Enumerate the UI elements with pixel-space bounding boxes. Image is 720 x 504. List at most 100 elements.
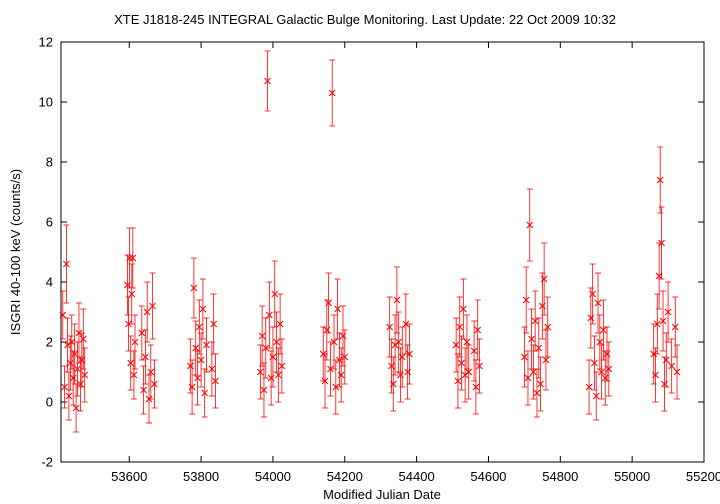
x-tick-label: 55000 <box>614 469 650 484</box>
data-point <box>72 404 80 412</box>
data-point <box>456 323 464 331</box>
data-point <box>276 320 284 328</box>
data-point <box>197 356 205 364</box>
x-tick-labels: 53600 53800 54000 54200 54400 54600 54800 55000… <box>111 469 720 484</box>
data-point <box>74 365 81 373</box>
data-point <box>129 254 137 262</box>
data-point <box>659 317 667 325</box>
y-tick-label: -2 <box>41 455 53 470</box>
data-point <box>601 374 609 382</box>
data-point <box>470 347 478 355</box>
data-point <box>336 356 343 364</box>
data-point <box>325 299 332 307</box>
data-point <box>258 332 266 340</box>
data-point <box>194 374 201 382</box>
data-point <box>190 284 198 292</box>
data-markers <box>59 77 681 412</box>
data-point <box>652 371 659 379</box>
data-point <box>69 374 77 382</box>
data-point <box>195 323 203 331</box>
data-point <box>140 386 147 394</box>
data-point <box>79 335 87 343</box>
y-tick-labels: -2 0 2 4 6 8 10 12 <box>39 35 53 470</box>
data-point <box>404 368 411 376</box>
x-tick-label: 54200 <box>327 469 363 484</box>
data-point <box>339 332 347 340</box>
data-point <box>474 326 482 334</box>
data-point <box>476 362 483 370</box>
data-point <box>257 368 264 376</box>
data-point <box>151 380 158 388</box>
data-point <box>323 326 331 334</box>
y-tick-label: 10 <box>39 95 53 110</box>
data-point <box>661 380 668 388</box>
data-point <box>267 374 275 382</box>
data-point <box>341 353 349 361</box>
x-tick-label: 54800 <box>542 469 578 484</box>
y-tick-label: 0 <box>46 395 53 410</box>
data-point <box>650 350 658 358</box>
data-point <box>337 371 345 379</box>
data-point <box>81 371 89 379</box>
data-point <box>594 299 602 307</box>
data-point <box>334 305 341 313</box>
x-tick-label: 54400 <box>399 469 435 484</box>
data-point <box>393 296 401 304</box>
data-point <box>192 344 200 352</box>
data-point <box>128 290 136 298</box>
data-point <box>544 323 552 331</box>
data-point <box>585 383 593 391</box>
data-point <box>63 260 70 268</box>
data-point <box>321 377 329 385</box>
data-point <box>596 338 604 346</box>
x-axis-label: Modified Julian Date <box>323 487 441 502</box>
data-point <box>522 296 530 304</box>
data-point <box>463 338 471 346</box>
data-point <box>459 305 467 313</box>
data-point <box>330 338 338 346</box>
data-point <box>526 221 534 229</box>
data-point <box>530 368 537 376</box>
data-point <box>262 344 270 352</box>
data-point <box>603 350 611 358</box>
data-point <box>201 389 209 397</box>
data-point <box>472 383 480 391</box>
data-point <box>126 254 133 262</box>
data-point <box>319 350 327 358</box>
data-point <box>199 305 207 313</box>
data-point <box>458 359 465 367</box>
data-point <box>395 338 403 346</box>
data-point <box>397 371 404 379</box>
data-point <box>188 383 196 391</box>
data-point <box>71 350 79 358</box>
y-axis-label: ISGRI 40-100 keV (counts/s) <box>8 169 23 335</box>
data-point <box>59 311 67 319</box>
y-tick-label: 6 <box>46 215 53 230</box>
data-point <box>124 281 131 289</box>
data-point <box>535 344 543 352</box>
data-point <box>406 350 413 358</box>
data-point <box>260 386 268 394</box>
data-point <box>658 239 665 247</box>
x-tick-label: 53600 <box>111 469 147 484</box>
data-point <box>598 368 605 376</box>
data-point <box>212 377 219 385</box>
data-point <box>138 329 146 337</box>
data-point <box>274 371 282 379</box>
data-point <box>540 275 548 283</box>
data-point <box>402 320 410 328</box>
y-tick-label: 2 <box>46 335 53 350</box>
data-point <box>605 365 613 373</box>
plot-frame <box>60 41 705 463</box>
data-point <box>537 380 544 388</box>
data-point <box>271 290 279 298</box>
data-point <box>273 338 280 346</box>
data-point <box>600 326 607 334</box>
data-point <box>127 359 135 367</box>
y-tick-label: 12 <box>39 35 53 50</box>
data-point <box>655 272 663 280</box>
data-point <box>653 320 661 328</box>
data-point <box>533 389 541 397</box>
data-point <box>278 362 286 370</box>
data-point <box>203 341 210 349</box>
